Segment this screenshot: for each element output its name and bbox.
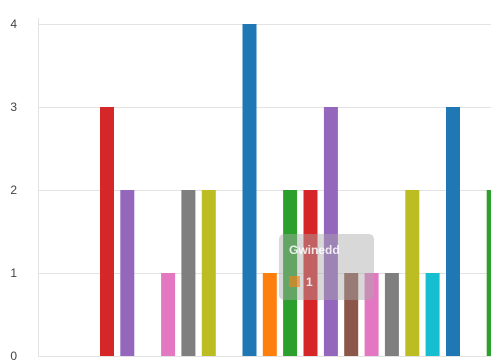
bar[interactable] bbox=[120, 190, 135, 356]
bar[interactable] bbox=[283, 190, 298, 356]
y-tick-label: 2 bbox=[10, 183, 17, 197]
bars bbox=[100, 24, 491, 356]
bar[interactable] bbox=[486, 190, 491, 356]
y-tick-label: 1 bbox=[10, 266, 17, 280]
bar[interactable] bbox=[323, 107, 338, 356]
tooltip: Gwinedd 1 bbox=[279, 234, 374, 300]
bar[interactable] bbox=[446, 107, 460, 356]
bar[interactable] bbox=[425, 273, 440, 356]
bar[interactable] bbox=[100, 107, 114, 356]
y-axis-ticks: 0 1 2 3 4 bbox=[10, 17, 17, 363]
tooltip-box bbox=[279, 234, 374, 300]
y-tick-label: 0 bbox=[10, 349, 17, 363]
y-tick-label: 4 bbox=[10, 17, 17, 31]
tooltip-title: Gwinedd bbox=[289, 243, 340, 257]
bar[interactable] bbox=[242, 24, 257, 356]
bar[interactable] bbox=[262, 273, 277, 356]
tooltip-value: 1 bbox=[306, 275, 313, 289]
bar[interactable] bbox=[384, 273, 399, 356]
y-tick-label: 3 bbox=[10, 100, 17, 114]
bar[interactable] bbox=[201, 190, 216, 356]
bar[interactable] bbox=[405, 190, 420, 356]
tooltip-swatch bbox=[289, 276, 300, 287]
bar[interactable] bbox=[181, 190, 196, 356]
bar[interactable] bbox=[303, 190, 318, 356]
bar[interactable] bbox=[344, 273, 359, 356]
bar[interactable] bbox=[161, 273, 176, 356]
bar[interactable] bbox=[364, 273, 379, 356]
